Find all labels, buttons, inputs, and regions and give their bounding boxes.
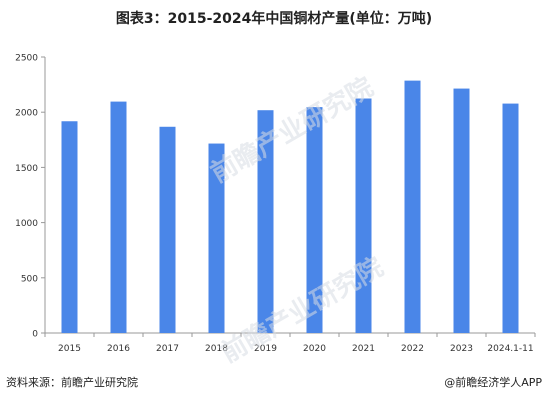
x-tick-label: 2020 — [303, 344, 326, 354]
x-tick-label: 2023 — [450, 344, 473, 354]
bar — [306, 107, 323, 333]
x-tick-label: 2015 — [58, 344, 81, 354]
y-tick-label: 2000 — [15, 109, 38, 119]
brand-credit: @前瞻经济学人APP — [444, 376, 542, 389]
x-tick-label: 2024.1-11 — [487, 344, 533, 354]
bar — [453, 88, 470, 333]
x-tick-label: 2019 — [254, 344, 277, 354]
bar — [110, 101, 127, 334]
x-tick-label: 2016 — [107, 344, 130, 354]
bar — [159, 126, 176, 333]
y-tick-label: 500 — [21, 274, 38, 284]
bar — [355, 98, 372, 333]
y-tick-label: 1000 — [15, 219, 38, 229]
y-tick-label: 2500 — [15, 54, 38, 64]
chart-title: 图表3：2015-2024年中国铜材产量(单位：万吨) — [115, 11, 433, 27]
bar — [61, 121, 78, 333]
bar — [208, 143, 225, 333]
bar — [257, 110, 274, 333]
x-tick-label: 2022 — [401, 344, 424, 354]
bar — [404, 80, 421, 333]
x-tick-label: 2018 — [205, 344, 228, 354]
x-tick-label: 2021 — [352, 344, 375, 354]
y-tick-label: 1500 — [15, 164, 38, 174]
source-note: 资料来源：前瞻产业研究院 — [6, 376, 138, 389]
x-tick-label: 2017 — [156, 344, 179, 354]
y-tick-label: 0 — [32, 330, 38, 340]
bar — [502, 103, 519, 333]
